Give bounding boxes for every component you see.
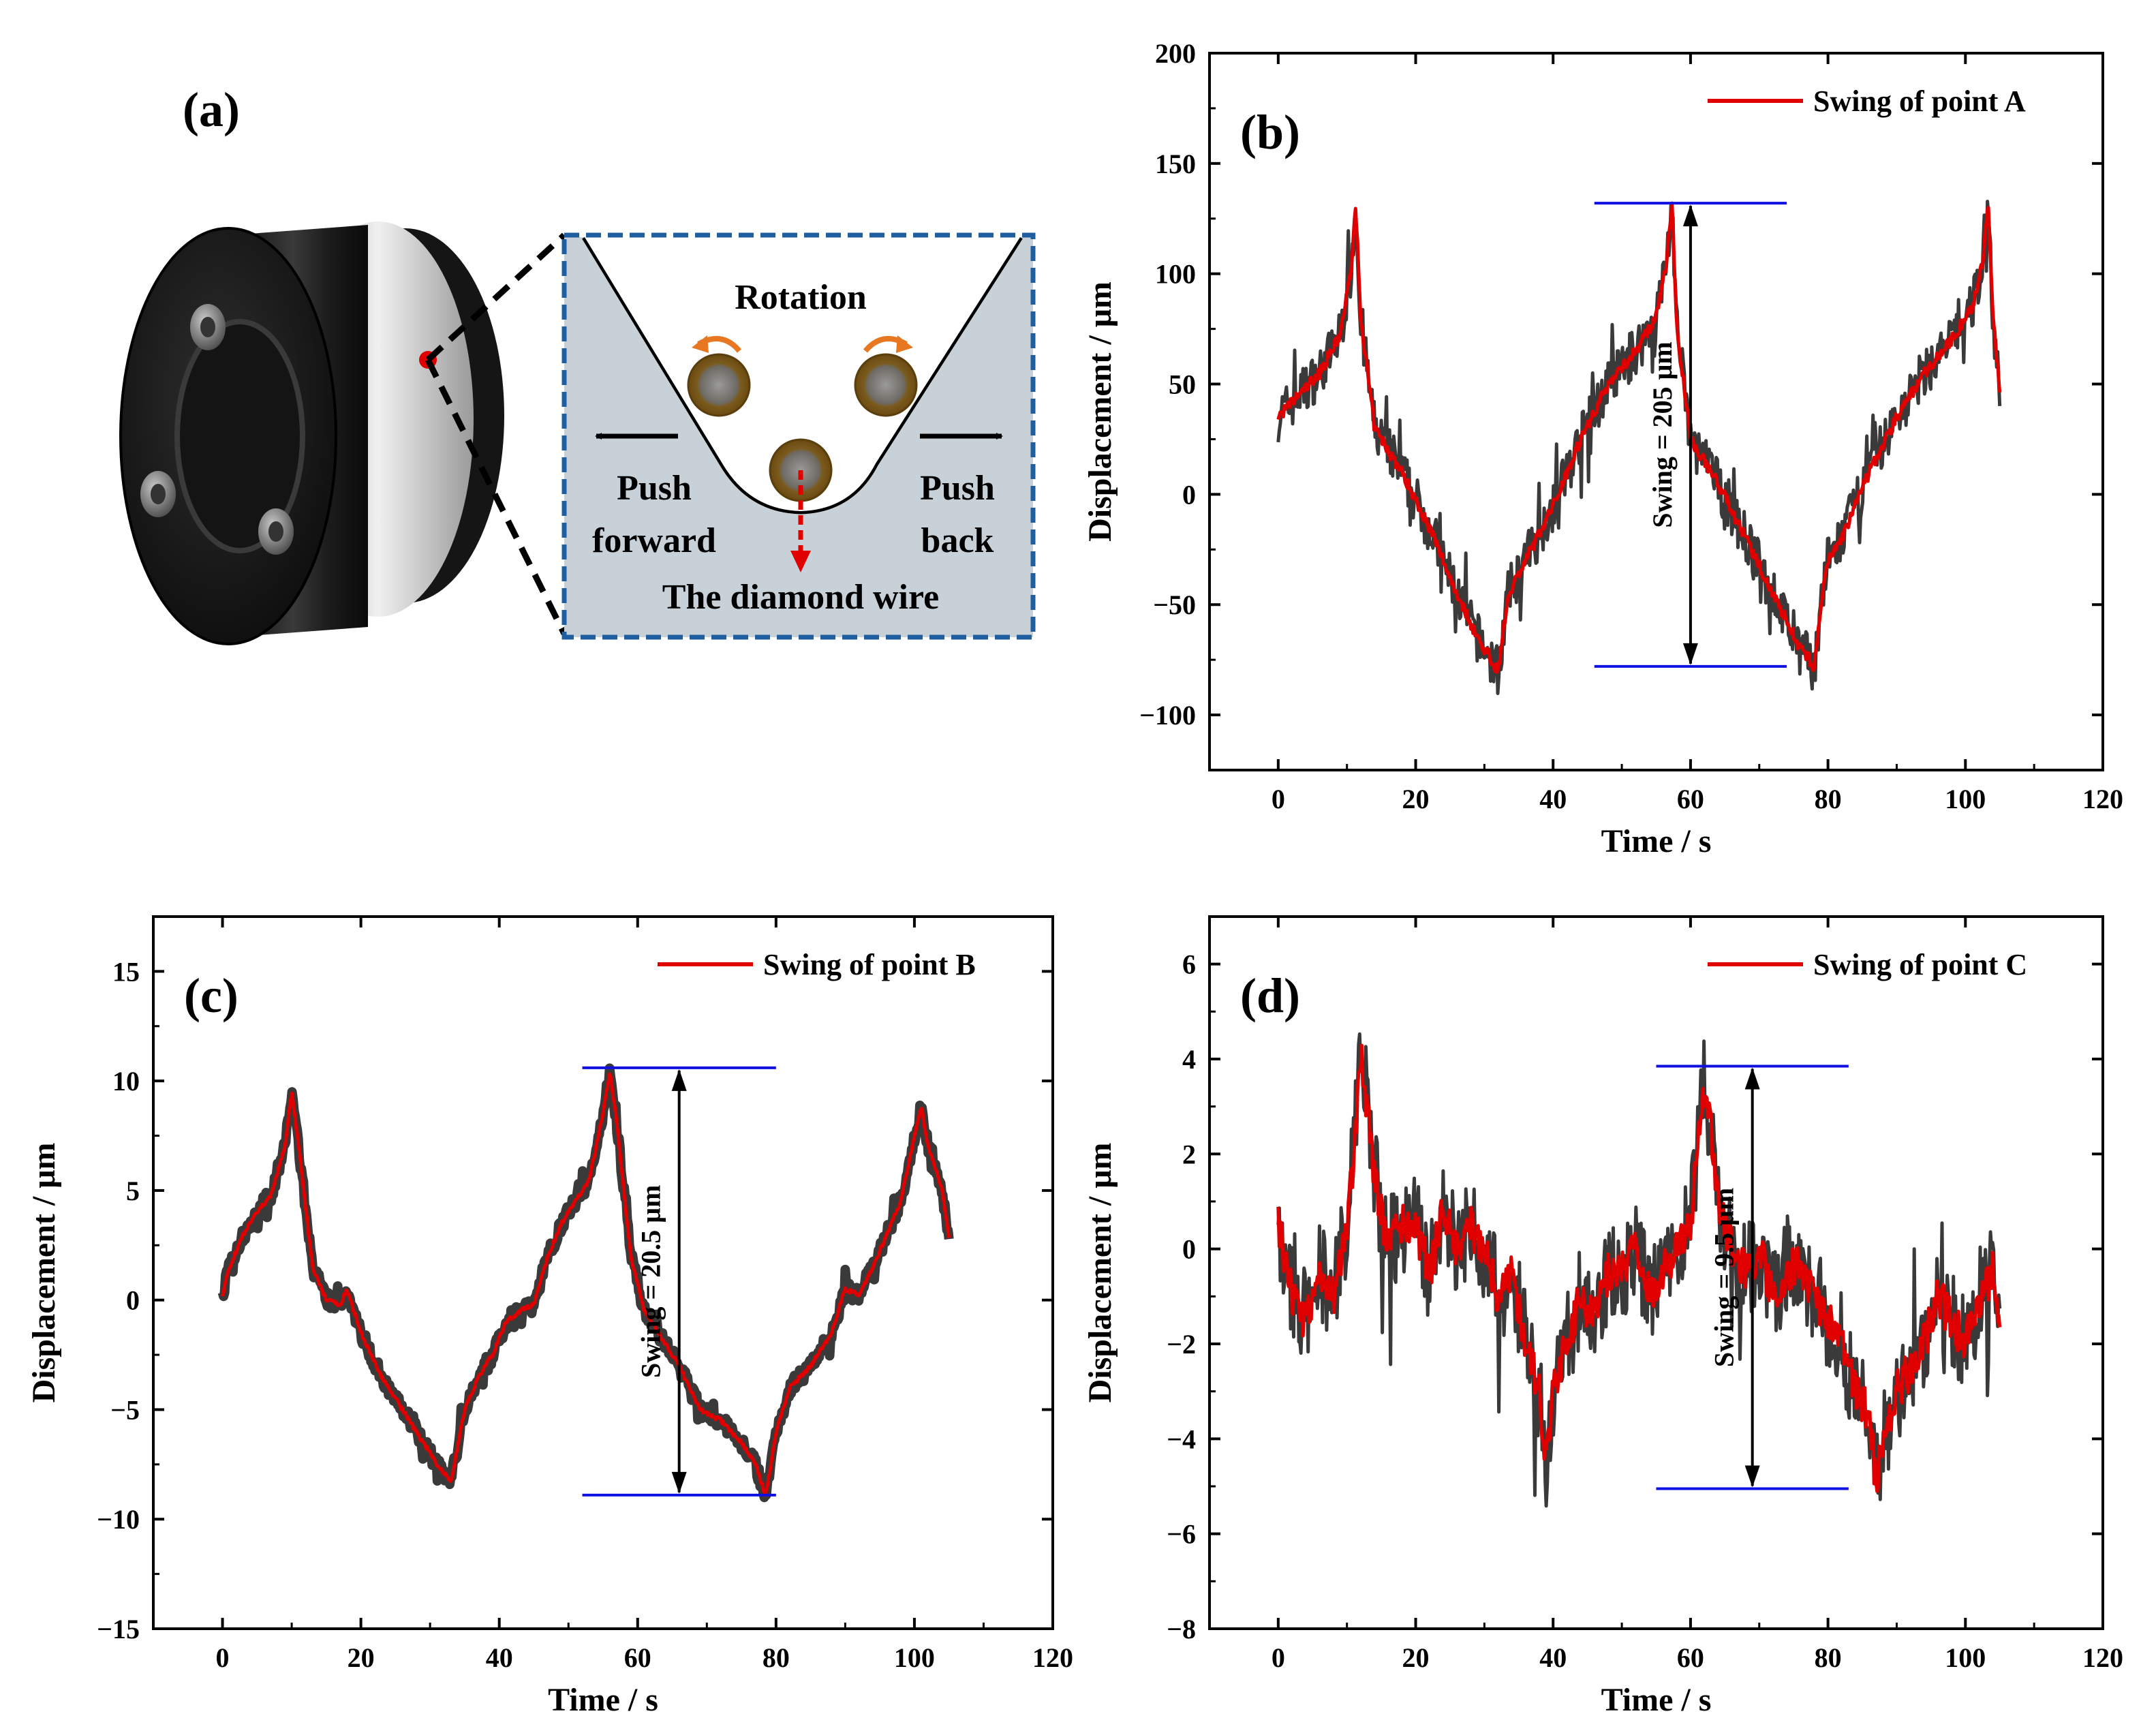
- legend-label: Swing of point A: [1813, 85, 2026, 118]
- y-axis-label: Displacement / μm: [1082, 281, 1118, 542]
- y-tick-label: 15: [112, 956, 140, 987]
- x-tick-label: 0: [216, 1642, 230, 1673]
- x-tick-label: 60: [1677, 784, 1704, 814]
- x-tick-label: 120: [2082, 1642, 2123, 1673]
- bolt: [258, 508, 294, 555]
- bolt: [190, 304, 226, 350]
- wire-section-right: [854, 353, 918, 417]
- y-tick-label: −2: [1167, 1329, 1196, 1360]
- x-tick-label: 80: [763, 1642, 790, 1673]
- legend-label: Swing of point C: [1813, 948, 2027, 981]
- swing-arrowhead-top: [1744, 1067, 1760, 1090]
- y-axis-label: Displacement / μm: [1082, 1143, 1118, 1403]
- x-tick-label: 0: [1272, 1642, 1285, 1673]
- y-tick-label: −100: [1139, 700, 1196, 731]
- x-tick-label: 40: [1539, 784, 1567, 814]
- push-forward-line2: forward: [592, 521, 716, 560]
- x-axis-label: Time / s: [1601, 1682, 1712, 1718]
- swing-arrowhead-top: [671, 1069, 687, 1091]
- panel-a: (a): [119, 82, 1036, 645]
- y-tick-label: 50: [1169, 369, 1196, 400]
- x-axis-label: Time / s: [548, 1682, 658, 1718]
- diamond-wire-label: The diamond wire: [662, 578, 939, 617]
- y-tick-label: 0: [126, 1285, 140, 1316]
- y-axis-label: Displacement / μm: [26, 1143, 62, 1403]
- y-tick-label: −10: [97, 1504, 140, 1535]
- y-tick-label: 150: [1155, 149, 1196, 179]
- y-tick-label: 100: [1155, 259, 1196, 290]
- y-tick-label: −6: [1167, 1519, 1196, 1550]
- x-tick-label: 80: [1815, 1642, 1842, 1673]
- y-tick-label: 4: [1182, 1044, 1196, 1075]
- wheel-hub: [174, 319, 305, 553]
- panel-label: (c): [184, 968, 238, 1023]
- plot-frame: [1208, 52, 2104, 771]
- raw-signal-line: [217, 1063, 954, 1503]
- legend-label: Swing of point B: [763, 948, 976, 981]
- plot-frame: [152, 915, 1054, 1630]
- swing-series-line: [1276, 1043, 2002, 1493]
- y-tick-label: −50: [1153, 589, 1196, 620]
- y-tick-label: −15: [97, 1614, 140, 1644]
- y-tick-label: 10: [112, 1066, 140, 1096]
- swing-label: Swing = 205 μm: [1647, 341, 1678, 527]
- x-axis-label: Time / s: [1601, 823, 1712, 859]
- x-tick-label: 100: [1945, 784, 1986, 814]
- push-back-line2: back: [921, 521, 994, 560]
- x-tick-label: 100: [894, 1642, 935, 1673]
- zoom-box-border: [561, 232, 1036, 640]
- x-tick-label: 20: [1402, 1642, 1430, 1673]
- zoom-line-top: [425, 232, 567, 363]
- y-tick-label: 6: [1182, 949, 1196, 980]
- push-back-line1: Push: [920, 469, 995, 508]
- wheel-illustration: [119, 221, 504, 645]
- x-tick-label: 120: [1032, 1642, 1073, 1673]
- y-tick-label: 2: [1182, 1139, 1196, 1169]
- x-tick-label: 20: [1402, 784, 1430, 814]
- swing-series-line: [1276, 201, 2002, 674]
- swing-label: Swing = 20.5 μm: [636, 1185, 666, 1378]
- swing-label: Swing = 9.5 μm: [1709, 1188, 1740, 1367]
- y-tick-label: −5: [110, 1394, 140, 1425]
- chart-panel-d: 0 20 40 60 80 100 120 −8 −6 −4 −2 0 2 4 6 Time / s Displ…: [1082, 915, 2123, 1718]
- swing-arrowhead-bottom: [1682, 643, 1698, 665]
- plot-frame: [1208, 915, 2104, 1630]
- downward-force-arrowhead: [790, 551, 811, 572]
- y-tick-label: 5: [126, 1176, 140, 1206]
- groove-fill: [564, 237, 1033, 637]
- rotation-label: Rotation: [735, 278, 867, 317]
- chart-panel-c: 0 20 40 60 80 100 120 −15 −10 −5 0 5 10 15 Time / s Dis…: [26, 915, 1073, 1718]
- y-tick-label: 0: [1182, 479, 1196, 510]
- panel-label: (b): [1240, 105, 1300, 159]
- y-tick-label: 200: [1155, 38, 1196, 69]
- rotation-arrowhead-right: [896, 335, 913, 353]
- x-tick-label: 80: [1815, 784, 1842, 814]
- zoom-line-bottom: [425, 358, 568, 636]
- rotation-arrowhead-left: [692, 335, 709, 353]
- swing-series-line: [221, 1072, 951, 1497]
- panel-label: (d): [1240, 968, 1300, 1023]
- bolt: [140, 471, 176, 517]
- panel-a-label: (a): [183, 82, 240, 137]
- x-tick-label: 20: [348, 1642, 375, 1673]
- y-tick-label: −4: [1167, 1424, 1196, 1454]
- x-tick-label: 0: [1272, 784, 1285, 814]
- x-tick-label: 120: [2082, 784, 2123, 814]
- swing-arrowhead-top: [1682, 204, 1698, 227]
- x-tick-label: 60: [624, 1642, 651, 1673]
- x-tick-label: 40: [486, 1642, 513, 1673]
- groove-outside: [564, 235, 1033, 511]
- x-tick-label: 100: [1945, 1642, 1986, 1673]
- chart-panel-b: 0 20 40 60 80 100 120 −100 −50 0 50 100 150 200 Time /…: [1082, 38, 2123, 859]
- push-forward-line1: Push: [617, 469, 692, 508]
- swing-arrowhead-bottom: [671, 1471, 687, 1494]
- y-tick-label: 0: [1182, 1234, 1196, 1265]
- swing-arrowhead-bottom: [1744, 1465, 1760, 1488]
- y-tick-label: −8: [1167, 1614, 1196, 1644]
- x-tick-label: 60: [1677, 1642, 1704, 1673]
- x-tick-label: 40: [1539, 1642, 1567, 1673]
- wire-section-left: [687, 353, 751, 417]
